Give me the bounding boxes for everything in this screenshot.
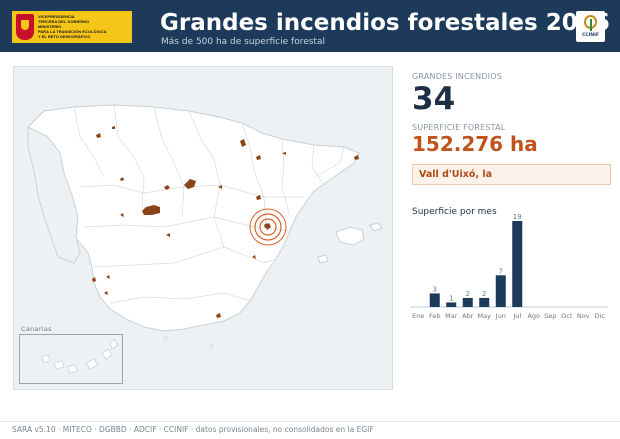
month-tick-label: May [478, 312, 492, 320]
area-label: SUPERFICIE FORESTAL [412, 123, 506, 132]
bar-mar[interactable] [446, 302, 457, 307]
month-tick-label: Ago [527, 312, 540, 320]
month-tick-label: Abr [462, 312, 474, 320]
ccinif-logo-label: CCINIF [582, 33, 599, 38]
month-tick-label: Jul [512, 312, 521, 320]
fire-perimeter [184, 179, 196, 189]
footer: SARA v5.10 · MITECO · DGBBD · ADCIF · CC… [0, 421, 620, 439]
bar-jun[interactable] [495, 275, 506, 307]
month-tick-label: Feb [429, 312, 441, 320]
ccinif-logo: CCINIF [576, 11, 605, 42]
balearic-islands [335, 226, 365, 246]
canary-islands [41, 338, 119, 374]
page-title: Grandes incendios forestales 2026 [160, 10, 610, 36]
month-tick-label: Ene [412, 312, 424, 320]
month-tick-label: Mar [445, 312, 458, 320]
selected-fire-name: Vall d'Uixó, la [419, 169, 492, 180]
bar-value-label: 7 [499, 267, 503, 275]
chart-title: Superficie por mes [412, 207, 497, 217]
header-bar: VICEPRESIDENCIA TERCERA DEL GOBIERNO MIN… [0, 0, 620, 52]
month-tick-label: Dic [595, 312, 606, 320]
fire-perimeter [120, 213, 124, 217]
fire-perimeter [164, 185, 170, 190]
fire-map[interactable]: Canarias [13, 66, 393, 390]
fire-perimeter [354, 155, 359, 160]
bar-abr[interactable] [462, 297, 473, 307]
portugal-shape [27, 126, 81, 264]
fire-perimeters[interactable] [92, 126, 359, 318]
canarias-inset [19, 334, 123, 384]
fire-perimeter [282, 152, 286, 155]
fire-perimeter [240, 139, 246, 147]
fire-perimeter [96, 133, 101, 138]
fire-perimeter [216, 313, 221, 318]
fire-perimeter [256, 195, 261, 200]
footer-text: SARA v5.10 · MITECO · DGBBD · ADCIF · CC… [12, 425, 374, 434]
fire-perimeter [218, 185, 222, 189]
monthly-area-chart: Ene 3 Feb 1 Mar 2 Abr 2 May 7 Jun 19 Jul Ago Sep Oct Nov… [410, 214, 608, 320]
bar-may[interactable] [479, 297, 490, 307]
bar-value-label: 1 [449, 294, 453, 302]
month-tick-label: Oct [561, 312, 573, 320]
fire-perimeter [106, 275, 110, 279]
fire-count-value: 34 [412, 81, 456, 117]
selected-fire-card[interactable]: Vall d'Uixó, la [412, 164, 611, 185]
fire-perimeter [112, 126, 115, 129]
government-logo: VICEPRESIDENCIA TERCERA DEL GOBIERNO MIN… [12, 11, 132, 43]
fire-perimeter [166, 233, 170, 237]
area-value: 152.276 ha [412, 132, 538, 156]
spain-map[interactable] [14, 67, 394, 391]
bar-feb[interactable] [429, 293, 440, 307]
canarias-inset-label: Canarias [21, 325, 52, 333]
bar-value-label: 19 [513, 214, 522, 221]
bar-jul[interactable] [512, 221, 523, 307]
month-tick-label: Nov [577, 312, 590, 320]
selected-fire-marker[interactable] [249, 208, 287, 246]
fire-perimeter [120, 177, 124, 181]
month-tick-label: Sep [544, 312, 556, 320]
count-label: GRANDES INCENDIOS [412, 72, 502, 81]
coat-of-arms-icon [16, 14, 34, 40]
fire-perimeter [142, 205, 160, 215]
bar-value-label: 2 [466, 290, 470, 298]
bar-value-label: 3 [433, 285, 437, 293]
page-subtitle: Más de 500 ha de superficie forestal [161, 37, 325, 47]
bar-value-label: 2 [482, 290, 486, 298]
fire-perimeter [252, 255, 256, 259]
fire-perimeter [92, 277, 96, 282]
month-tick-label: Jun [495, 312, 506, 320]
government-logo-text: VICEPRESIDENCIA TERCERA DEL GOBIERNO MIN… [38, 14, 107, 39]
fire-perimeter [256, 155, 261, 160]
fire-perimeter [104, 291, 108, 295]
